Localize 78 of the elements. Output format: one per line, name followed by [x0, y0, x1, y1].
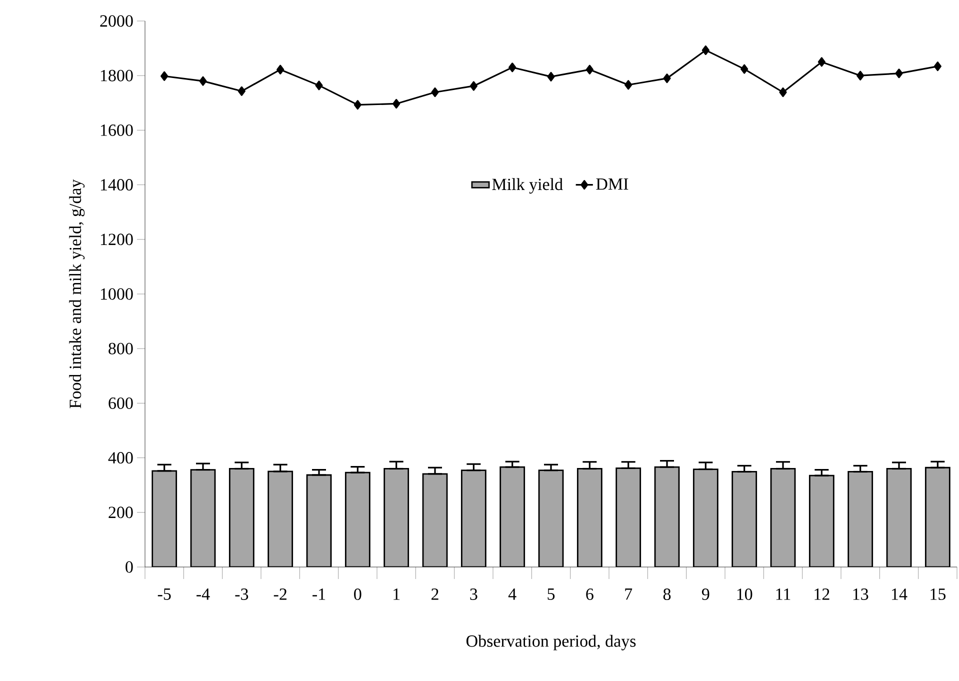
point — [315, 80, 323, 90]
bar — [654, 466, 680, 567]
point — [508, 62, 516, 72]
bar — [692, 468, 718, 567]
bar — [460, 470, 486, 567]
bar — [886, 468, 912, 567]
y-tick-label: 1000 — [100, 288, 133, 300]
x-tick-label: 4 — [508, 588, 516, 600]
x-tick-label: 15 — [930, 588, 946, 600]
x-tick-label: -4 — [196, 588, 210, 600]
bar — [616, 467, 642, 567]
point — [740, 64, 748, 74]
point — [547, 72, 555, 82]
x-tick-label: 12 — [814, 588, 830, 600]
bar — [848, 471, 874, 567]
point — [895, 68, 903, 78]
bar — [770, 468, 796, 567]
x-tick-label: 11 — [776, 588, 790, 600]
bar — [344, 472, 370, 567]
bar — [228, 468, 254, 567]
point — [934, 62, 942, 72]
x-tick-label: 14 — [892, 588, 908, 600]
y-tick-label: 2000 — [100, 15, 133, 27]
y-tick-label: 200 — [108, 506, 133, 518]
x-tick-label: 0 — [354, 588, 362, 600]
x-tick-label: 13 — [853, 588, 868, 600]
bar — [576, 468, 602, 567]
point — [818, 57, 826, 67]
point — [160, 71, 168, 81]
point — [586, 64, 594, 74]
bar — [500, 466, 526, 567]
bar — [732, 471, 758, 567]
point — [276, 64, 284, 74]
x-tick-label: -3 — [235, 588, 248, 600]
x-axis-title: Observation period, days — [466, 634, 636, 650]
point — [238, 86, 246, 96]
x-tick-label: 8 — [663, 588, 671, 600]
x-tick-label: -1 — [312, 588, 326, 600]
x-tick-label: 5 — [548, 588, 555, 600]
x-tick-label: -2 — [274, 588, 286, 600]
point — [431, 87, 439, 98]
y-axis-title: Food intake and milk yield, g/day — [69, 179, 85, 408]
bar — [808, 474, 834, 567]
y-tick-label: 800 — [108, 342, 133, 354]
point — [624, 80, 632, 90]
point — [663, 74, 671, 84]
bar — [152, 470, 178, 567]
point — [199, 76, 207, 86]
y-tick-label: 1400 — [100, 179, 133, 191]
bar — [190, 469, 216, 567]
x-tick-label: -5 — [158, 588, 171, 600]
x-tick-label: 3 — [470, 588, 478, 600]
x-tick-label: 7 — [625, 588, 632, 600]
x-tick-label: 1 — [394, 588, 400, 600]
point — [470, 81, 478, 91]
bar — [268, 470, 294, 567]
y-tick-label: 1600 — [100, 124, 133, 136]
bar — [538, 470, 564, 567]
x-tick-label: 10 — [737, 588, 752, 600]
legend-label: DMI — [596, 178, 628, 190]
bar — [384, 468, 410, 567]
point — [856, 70, 864, 80]
y-tick-label: 0 — [126, 561, 133, 573]
legend-label: Milk yield — [492, 178, 563, 194]
bar — [306, 474, 332, 567]
x-tick-label: 6 — [586, 588, 594, 600]
y-tick-label: 600 — [108, 397, 133, 409]
y-tick-label: 1200 — [100, 234, 133, 246]
y-tick-label: 1800 — [100, 70, 133, 82]
bar — [924, 466, 950, 567]
point — [354, 100, 362, 110]
y-tick-label: 400 — [108, 452, 133, 464]
point — [392, 98, 400, 109]
point — [702, 45, 710, 56]
bar — [422, 473, 448, 567]
x-tick-label: 9 — [702, 588, 710, 600]
x-tick-label: 2 — [432, 588, 438, 600]
point — [779, 87, 787, 98]
